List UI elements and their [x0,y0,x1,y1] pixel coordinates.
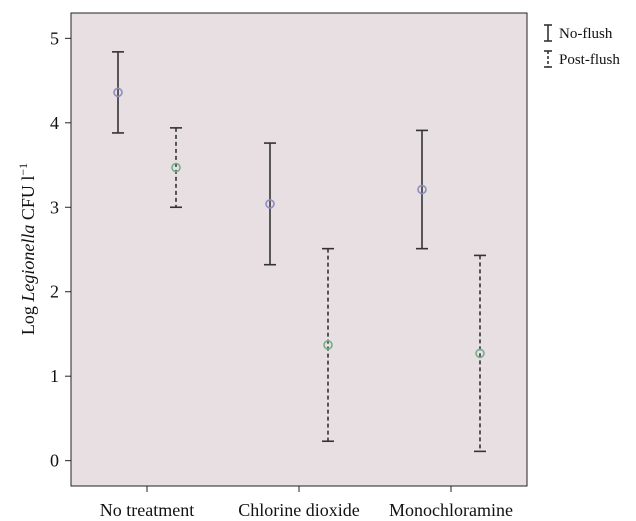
y-axis-title-exponent: −1 [16,163,30,176]
y-tick-label: 1 [50,366,59,386]
plot-area [70,12,528,487]
x-tick-label: Monochloramine [389,500,513,520]
y-axis-title-suffix: CFU l [18,176,38,225]
legend-item: Post-flush [544,50,620,68]
y-tick-label: 0 [50,451,59,471]
error-bar [264,142,276,266]
y-tick-label: 4 [50,113,59,133]
mean-marker [265,199,275,209]
mean-marker [323,340,333,350]
y-axis-title-prefix: Log [18,302,38,336]
y-axis-title-italic: Legionella [18,225,38,303]
y-axis-ticks: 0 1 2 3 4 5 [50,28,71,471]
error-bar [112,51,124,134]
mean-marker [171,162,181,173]
y-tick-label: 2 [50,282,59,302]
mean-marker [417,184,427,195]
error-bar [170,127,182,209]
y-axis-title: Log Legionella CFU l−1 [16,163,38,335]
x-tick-label: No treatment [100,500,194,520]
error-bar [322,247,334,443]
x-axis-ticks: No treatment Chlorine dioxide Monochlorami… [100,486,513,520]
mean-marker [475,348,485,359]
y-tick-label: 5 [50,28,59,48]
legend-item: No-flush [544,24,613,42]
y-tick-label: 3 [50,197,59,217]
legend-label: Post-flush [559,52,620,68]
legend-label: No-flush [559,26,613,42]
legend: No-flush Post-flush [544,24,620,68]
x-tick-label: Chlorine dioxide [238,500,359,520]
error-bar [416,129,428,250]
error-bar [474,254,486,453]
error-bars [112,51,486,453]
mean-marker [113,87,123,98]
